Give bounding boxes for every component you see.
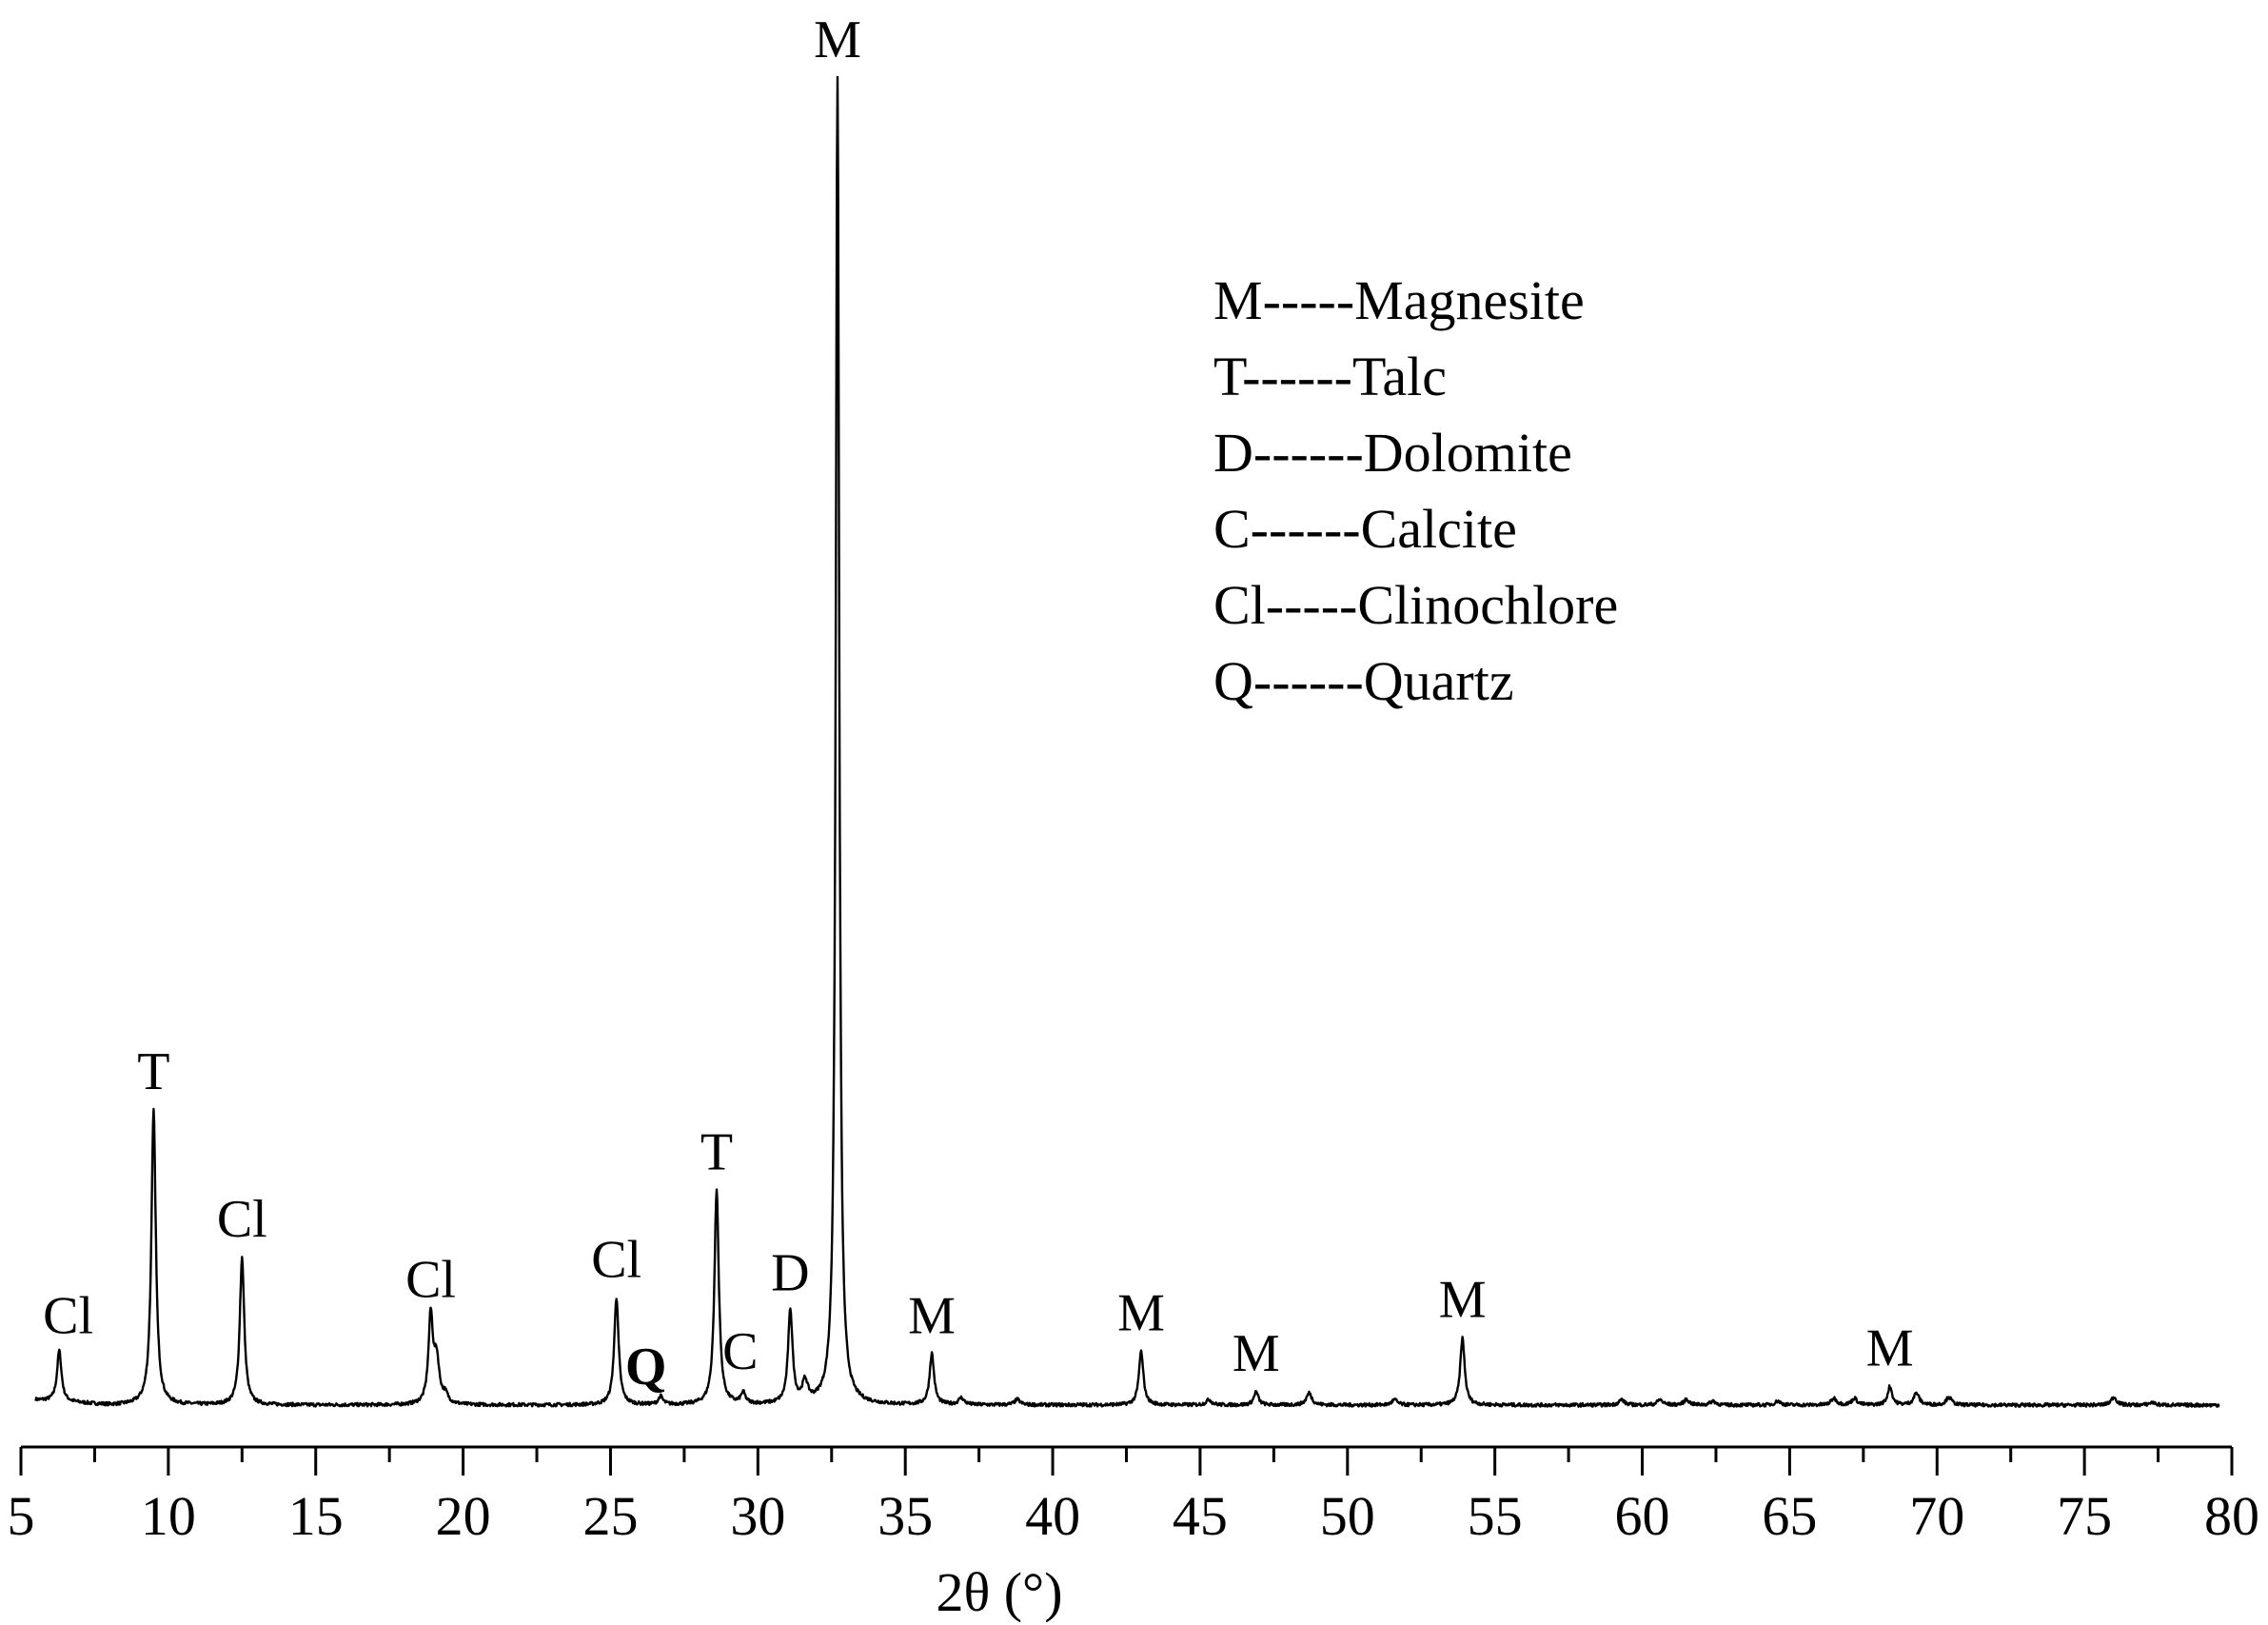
x-tick-label: 45: [1173, 1485, 1228, 1547]
x-tick-label: 35: [878, 1485, 933, 1547]
peak-labels: Cl T Cl Cl Cl Q T CD M M M M M M: [43, 10, 1914, 1397]
x-tick-label: 15: [288, 1485, 344, 1547]
peak-label: T: [700, 1123, 733, 1182]
legend-entry: T------Talc: [1213, 346, 1447, 407]
peak-label: M: [814, 10, 861, 69]
peak-label: M: [1233, 1324, 1280, 1383]
peak-label: M: [1117, 1284, 1165, 1343]
peak-label: M: [1439, 1271, 1487, 1330]
peak-label: D: [771, 1243, 809, 1302]
x-axis: 5 10 15 20 25 30 35 40 45 50 55 60 65 70 75 80: [8, 1445, 2259, 1547]
x-tick-label: 10: [141, 1485, 196, 1547]
peak-label: C: [722, 1322, 758, 1381]
legend-entry: Cl-----Clinochlore: [1213, 574, 1618, 636]
x-axis-title: 2θ (°): [936, 1561, 1062, 1623]
legend-entry: M-----Magnesite: [1213, 269, 1585, 331]
x-tick-label: 75: [2057, 1485, 2112, 1547]
x-tick-label: 70: [1909, 1485, 1964, 1547]
x-tick-label: 25: [582, 1485, 638, 1547]
peak-label: T: [137, 1042, 169, 1101]
x-tick-label: 65: [1762, 1485, 1817, 1547]
legend-entry: C------Calcite: [1213, 498, 1517, 560]
legend-entry: D------Dolomite: [1213, 422, 1572, 484]
peak-label: Q: [625, 1338, 667, 1397]
peak-label: M: [1866, 1318, 1914, 1377]
legend-entry: Q------Quartz: [1213, 650, 1514, 712]
x-tick-label: 80: [2204, 1485, 2259, 1547]
x-tick-label: 60: [1615, 1485, 1670, 1547]
x-tick-label: 50: [1320, 1485, 1375, 1547]
peak-label: Cl: [43, 1286, 93, 1345]
peak-label: Cl: [591, 1230, 641, 1289]
peak-label: Cl: [217, 1190, 267, 1249]
peak-label: M: [908, 1286, 956, 1345]
plot-area: [34, 75, 2220, 1408]
x-tick-label: 40: [1025, 1485, 1080, 1547]
x-tick-label: 20: [436, 1485, 491, 1547]
xrd-trace: [34, 75, 2220, 1408]
x-tick-label: 55: [1468, 1485, 1523, 1547]
x-tick-label: 5: [8, 1485, 35, 1547]
legend: M-----Magnesite T------Talc D------Dolomit…: [1213, 269, 1618, 712]
x-tick-label: 30: [730, 1485, 785, 1547]
peak-label: Cl: [405, 1250, 456, 1309]
